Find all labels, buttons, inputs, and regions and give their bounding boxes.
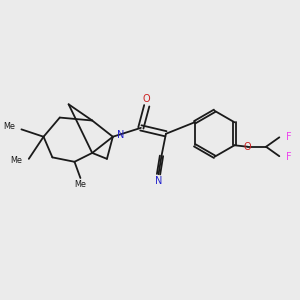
Text: Me: Me (3, 122, 15, 131)
Text: N: N (155, 176, 162, 186)
Text: F: F (286, 152, 291, 162)
Text: N: N (117, 130, 124, 140)
Text: Me: Me (11, 156, 22, 165)
Text: F: F (286, 132, 291, 142)
Text: Me: Me (74, 180, 86, 189)
Text: O: O (244, 142, 252, 152)
Text: O: O (143, 94, 151, 104)
